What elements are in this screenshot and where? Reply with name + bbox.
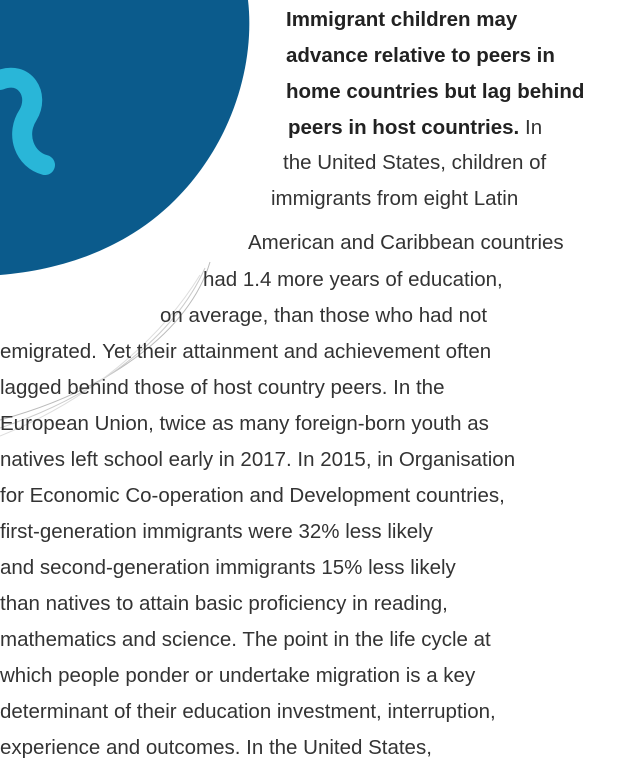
text-line: experience and outcomes. In the United S… [0, 736, 432, 760]
text-line: for Economic Co-operation and Developmen… [0, 484, 505, 508]
text-line: immigrants from eight Latin [271, 187, 518, 211]
bold-line: home countries but lag behind [286, 80, 584, 104]
text-line: which people ponder or undertake migrati… [0, 664, 475, 688]
text-line: emigrated. Yet their attainment and achi… [0, 340, 491, 364]
text-line: than natives to attain basic proficiency… [0, 592, 448, 616]
bold-line: Immigrant children may [286, 8, 517, 32]
text-line: natives left school early in 2017. In 20… [0, 448, 515, 472]
text-line: American and Caribbean countries [248, 231, 564, 255]
text-line: lagged behind those of host country peer… [0, 376, 444, 400]
text-line: mathematics and science. The point in th… [0, 628, 491, 652]
page: Immigrant children may advance relative t… [0, 0, 631, 778]
blue-shape [0, 0, 249, 275]
bold-line: peers in host countries. [288, 116, 519, 140]
bold-line: advance relative to peers in [286, 44, 555, 68]
text-line: determinant of their education investmen… [0, 700, 496, 724]
text-line: had 1.4 more years of education, [203, 268, 503, 292]
text-line: In [525, 116, 542, 140]
text-line: the United States, children of [283, 151, 546, 175]
text-line: and second-generation immigrants 15% les… [0, 556, 456, 580]
text-line: on average, than those who had not [160, 304, 487, 328]
text-line: European Union, twice as many foreign-bo… [0, 412, 489, 436]
text-line: first-generation immigrants were 32% les… [0, 520, 433, 544]
